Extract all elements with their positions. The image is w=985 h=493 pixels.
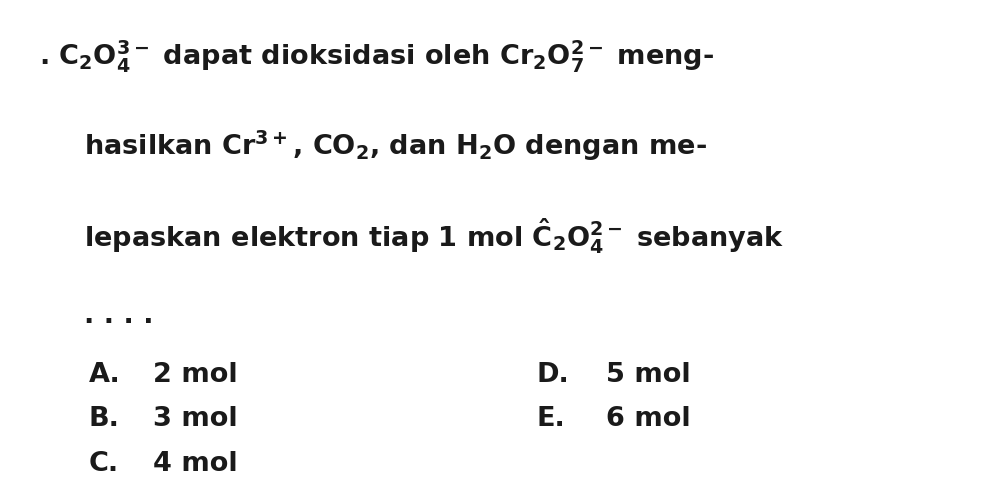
Text: C.: C. — [89, 451, 119, 477]
Text: 3 mol: 3 mol — [153, 406, 237, 432]
Text: lepaskan elektron tiap 1 mol $\mathregular{\hat{C}_2O_4^{2-}}$ sebanyak: lepaskan elektron tiap 1 mol $\mathregul… — [84, 216, 784, 256]
Text: hasilkan $\mathregular{Cr^{3+}}$, $\mathregular{CO_2}$, dan $\mathregular{H_2O}$: hasilkan $\mathregular{Cr^{3+}}$, $\math… — [84, 129, 706, 163]
Text: B.: B. — [89, 406, 119, 432]
Text: 2 mol: 2 mol — [153, 362, 237, 388]
Text: A.: A. — [89, 362, 120, 388]
Text: . $\mathregular{C_2O_4^{3-}}$ dapat dioksidasi oleh $\mathregular{Cr_2O_7^{2-}}$: . $\mathregular{C_2O_4^{3-}}$ dapat diok… — [39, 37, 714, 73]
Text: E.: E. — [537, 406, 565, 432]
Text: . . . .: . . . . — [84, 303, 154, 329]
Text: 5 mol: 5 mol — [606, 362, 690, 388]
Text: 4 mol: 4 mol — [153, 451, 237, 477]
Text: D.: D. — [537, 362, 569, 388]
Text: 6 mol: 6 mol — [606, 406, 690, 432]
